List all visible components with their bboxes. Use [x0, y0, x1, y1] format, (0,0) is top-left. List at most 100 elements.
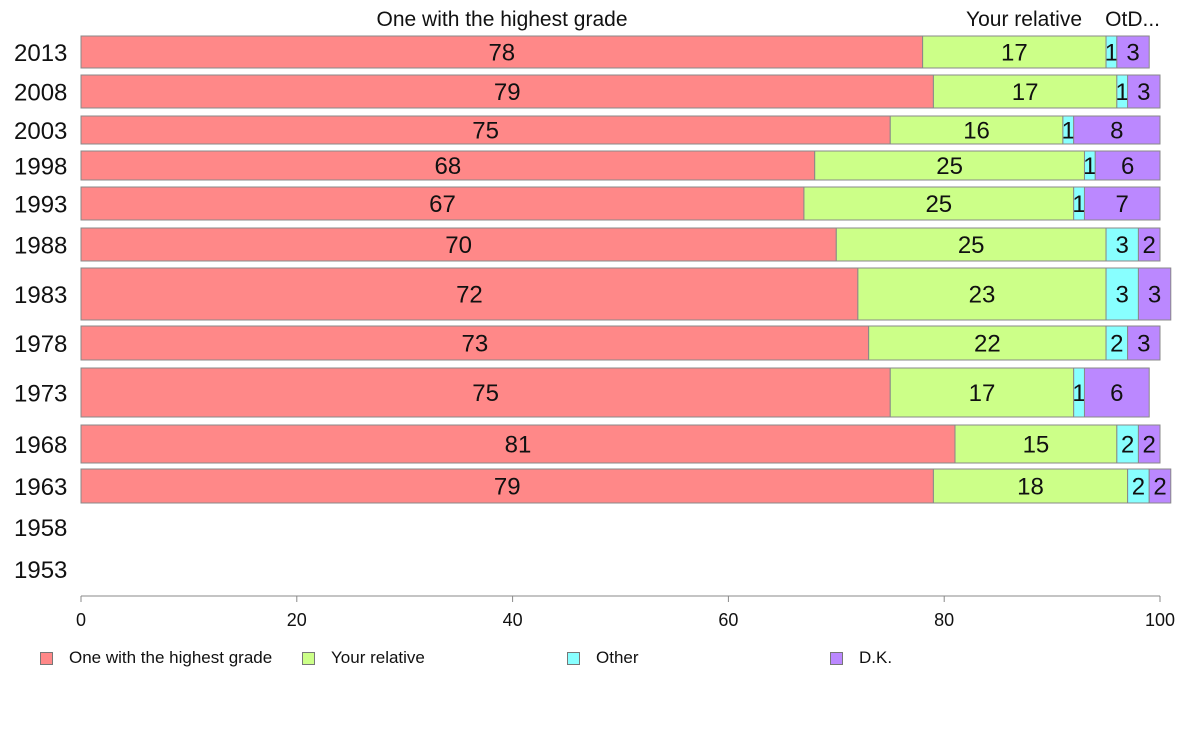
- legend: One with the highest grade Your relative O…: [40, 648, 1160, 672]
- legend-swatch-1: [302, 651, 315, 665]
- x-tick-label-80: 80: [934, 610, 954, 630]
- bar-1993-series-0: [80, 186, 805, 221]
- data-label-1988-series-0: 70: [445, 232, 472, 259]
- x-axis: 0 20 40 60 80 100: [76, 595, 1175, 630]
- x-tick-label-40: 40: [503, 610, 523, 630]
- bar-1983-series-0: [80, 267, 859, 321]
- year-label-1968: 1968: [14, 432, 67, 459]
- data-label-2003-series-3: 8: [1110, 118, 1123, 145]
- data-label-1968-series-1: 15: [1023, 432, 1050, 459]
- legend-swatch-2: [567, 651, 580, 665]
- data-label-1998-series-3: 6: [1121, 153, 1134, 180]
- year-label-1983: 1983: [14, 282, 67, 309]
- data-label-1983-series-1: 23: [969, 282, 996, 309]
- bar-1963-series-0: [80, 468, 934, 504]
- year-label-1963: 1963: [14, 474, 67, 501]
- bar-1983-series-1: [857, 267, 1107, 321]
- bar-2013-series-1: [922, 35, 1107, 69]
- data-label-1963-series-2: 2: [1132, 474, 1145, 501]
- data-label-2003-series-2: 1: [1062, 118, 1075, 145]
- column-header-2: OtD...: [1105, 8, 1160, 31]
- data-label-2003-series-0: 75: [472, 118, 499, 145]
- data-label-1973-series-2: 1: [1072, 380, 1085, 407]
- x-tick-label-100: 100: [1145, 610, 1175, 630]
- bar-2013-series-0: [80, 35, 924, 69]
- year-labels: 2013 2008 2003 1998 1993 1988 1983 1978 1973 1968…: [14, 40, 67, 584]
- data-label-1998-series-1: 25: [936, 153, 963, 180]
- data-label-1963-series-1: 18: [1017, 474, 1044, 501]
- bar-2003-series-1: [889, 115, 1064, 145]
- x-tick-label-0: 0: [76, 610, 86, 630]
- year-label-1978: 1978: [14, 331, 67, 358]
- data-label-1988-series-2: 3: [1116, 232, 1129, 259]
- year-label-1988: 1988: [14, 233, 67, 260]
- data-label-1993-series-1: 25: [925, 191, 952, 218]
- data-label-1963-series-3: 2: [1153, 474, 1166, 501]
- data-label-1978-series-0: 73: [461, 331, 488, 358]
- data-label-1998-series-2: 1: [1083, 153, 1096, 180]
- data-label-1993-series-2: 1: [1072, 191, 1085, 218]
- bar-1978-series-3: [1127, 325, 1161, 361]
- data-label-1968-series-0: 81: [505, 432, 532, 459]
- data-label-1988-series-1: 25: [958, 232, 985, 259]
- data-label-1993-series-0: 67: [429, 191, 456, 218]
- bar-1983-series-2: [1105, 267, 1139, 321]
- year-label-1998: 1998: [14, 154, 67, 181]
- bar-1968-series-1: [954, 424, 1118, 464]
- data-label-2013-series-0: 78: [488, 40, 515, 67]
- data-label-1968-series-2: 2: [1121, 432, 1134, 459]
- data-label-1993-series-3: 7: [1116, 191, 1129, 218]
- bar-1988-series-2: [1105, 227, 1139, 262]
- data-label-2008-series-1: 17: [1012, 79, 1039, 106]
- legend-label-3: D.K.: [859, 648, 893, 667]
- data-label-1983-series-3: 3: [1148, 282, 1161, 309]
- year-label-2003: 2003: [14, 118, 67, 145]
- data-label-2008-series-3: 3: [1137, 79, 1150, 106]
- bar-1973-series-0: [80, 367, 891, 418]
- data-label-1973-series-3: 6: [1110, 380, 1123, 407]
- legend-item-1: Your relative: [302, 648, 425, 668]
- legend-label-0: One with the highest grade: [69, 648, 273, 667]
- bar-2003-series-3: [1073, 115, 1161, 145]
- data-label-1973-series-1: 17: [969, 380, 996, 407]
- bar-1988-series-1: [835, 227, 1107, 262]
- bar-1963-series-3: [1148, 468, 1172, 504]
- data-label-1978-series-1: 22: [974, 331, 1001, 358]
- bar-1978-series-1: [868, 325, 1107, 361]
- bar-1998-series-3: [1094, 150, 1161, 181]
- data-label-1973-series-0: 75: [472, 380, 499, 407]
- data-label-1988-series-3: 2: [1143, 232, 1156, 259]
- bar-2013-series-3: [1116, 35, 1150, 69]
- legend-label-1: Your relative: [331, 648, 425, 667]
- bar-1993-series-1: [803, 186, 1075, 221]
- bar-1978-series-0: [80, 325, 870, 361]
- data-label-1968-series-3: 2: [1143, 432, 1156, 459]
- data-label-1983-series-2: 3: [1116, 282, 1129, 309]
- year-label-2013: 2013: [14, 40, 67, 67]
- bar-1968-series-3: [1137, 424, 1161, 464]
- bar-1983-series-3: [1137, 267, 1172, 321]
- bar-1973-series-3: [1083, 367, 1150, 418]
- bar-2003-series-0: [80, 115, 891, 145]
- data-label-1978-series-2: 2: [1110, 331, 1123, 358]
- bar-2008-series-1: [932, 74, 1118, 109]
- data-label-2008-series-0: 79: [494, 79, 521, 106]
- bar-1988-series-3: [1137, 227, 1161, 262]
- year-label-1993: 1993: [14, 192, 67, 219]
- year-label-1973: 1973: [14, 381, 67, 408]
- data-label-2003-series-1: 16: [963, 118, 990, 145]
- bar-2008-series-3: [1127, 74, 1161, 109]
- legend-swatch-3: [830, 651, 843, 665]
- data-label-2013-series-2: 1: [1105, 40, 1118, 67]
- year-label-2008: 2008: [14, 80, 67, 107]
- x-tick-label-20: 20: [287, 610, 307, 630]
- legend-item-2: Other: [567, 648, 639, 668]
- data-label-2008-series-2: 1: [1116, 79, 1129, 106]
- data-label-1983-series-0: 72: [456, 282, 483, 309]
- year-label-1958: 1958: [14, 515, 67, 542]
- data-label-2013-series-3: 3: [1126, 40, 1139, 67]
- data-label-1998-series-0: 68: [435, 153, 462, 180]
- data-label-1978-series-3: 3: [1137, 331, 1150, 358]
- x-tick-label-60: 60: [718, 610, 738, 630]
- column-headers: One with the highest grade Your relative O…: [377, 8, 1161, 31]
